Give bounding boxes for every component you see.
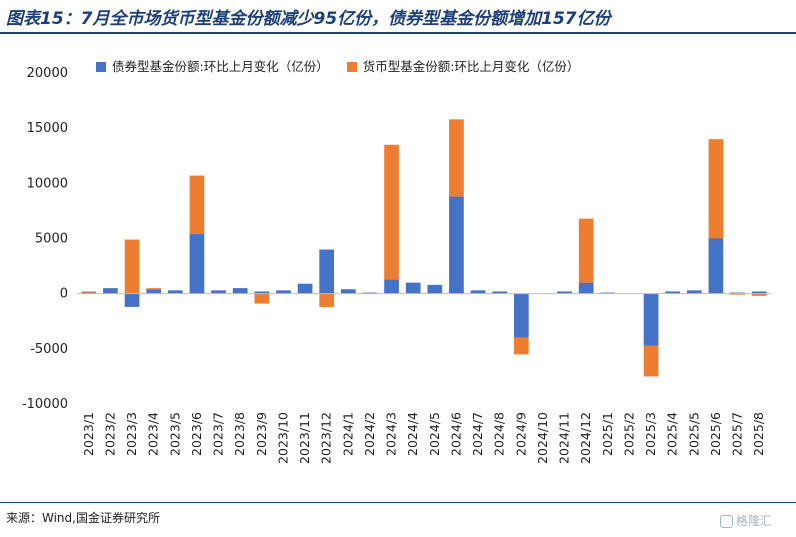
bar-money-2023-6 xyxy=(189,175,205,235)
bar-money-2024-9 xyxy=(513,337,529,355)
bar-money-2023-12 xyxy=(319,293,335,307)
x-tick-label: 2023/6 xyxy=(189,412,204,456)
x-tick-label: 2023/5 xyxy=(167,412,182,456)
x-tick-label: 2024/10 xyxy=(535,412,550,464)
bar-bond-2024-12 xyxy=(578,282,594,294)
x-tick-label: 2024/2 xyxy=(362,412,377,456)
bar-bond-2023-10 xyxy=(276,290,291,294)
bar-bond-2023-3 xyxy=(124,293,140,307)
x-tick-label: 2023/9 xyxy=(254,412,269,456)
x-tick-label: 2024/8 xyxy=(492,412,507,456)
x-tick-label: 2023/7 xyxy=(211,412,226,456)
x-tick-label: 2024/6 xyxy=(448,412,463,456)
bar-money-2023-3 xyxy=(124,239,140,294)
bar-bond-2023-8 xyxy=(232,288,248,294)
bar-money-2023-4 xyxy=(146,288,162,290)
bar-money-2025-6 xyxy=(708,139,724,239)
y-tick-label: 20000 xyxy=(27,66,68,81)
bar-money-2024-3 xyxy=(384,144,399,280)
bar-money-2023-9 xyxy=(254,293,270,304)
bar-money-2025-8 xyxy=(751,293,767,296)
y-tick-label: 5000 xyxy=(35,232,68,247)
bar-bond-2024-7 xyxy=(470,290,486,294)
bar-bond-2023-6 xyxy=(189,234,205,294)
legend-swatch-money xyxy=(346,62,357,72)
bar-bond-2024-11 xyxy=(557,291,572,294)
legend-swatch-bond xyxy=(96,62,106,72)
y-tick-label: 0 xyxy=(60,287,68,302)
bar-bond-2023-2 xyxy=(103,288,118,294)
x-tick-label: 2023/12 xyxy=(319,412,334,464)
x-tick-label: 2023/11 xyxy=(297,412,312,464)
bar-bond-2024-2 xyxy=(362,292,378,294)
bar-bond-2023-12 xyxy=(319,249,335,294)
bar-bond-2024-5 xyxy=(427,284,443,294)
bar-money-2025-7 xyxy=(730,293,745,295)
bar-bond-2025-5 xyxy=(686,290,702,294)
bar-money-2023-1 xyxy=(81,291,97,293)
x-tick-label: 2024/5 xyxy=(427,412,442,456)
bar-money-2025-3 xyxy=(643,345,659,377)
x-tick-label: 2025/6 xyxy=(708,412,723,456)
watermark: 格隆汇 xyxy=(720,512,772,529)
x-tick-label: 2024/1 xyxy=(340,412,355,456)
bar-bond-2025-1 xyxy=(600,292,616,294)
x-tick-label: 2025/8 xyxy=(751,412,766,456)
x-tick-label: 2023/3 xyxy=(124,412,139,456)
bar-bond-2025-7 xyxy=(730,292,745,294)
x-tick-label: 2024/4 xyxy=(405,412,420,456)
bar-money-2024-6 xyxy=(449,119,464,197)
x-tick-label: 2025/7 xyxy=(730,412,745,456)
legend-item-bond: 债券型基金份额:环比上月变化（亿份） xyxy=(96,56,329,75)
legend-item-money: 货币型基金份额:环比上月变化（亿份） xyxy=(346,56,580,75)
x-tick-label: 2024/12 xyxy=(578,412,593,464)
x-tick-label: 2024/7 xyxy=(470,412,485,456)
y-tick-label: -5000 xyxy=(30,342,68,357)
x-tick-label: 2025/4 xyxy=(665,412,680,456)
bar-bond-2023-4 xyxy=(146,289,162,294)
footer-divider xyxy=(0,502,796,503)
bar-money-2024-12 xyxy=(578,218,594,283)
x-tick-label: 2025/3 xyxy=(643,412,658,456)
x-tick-label: 2025/1 xyxy=(600,412,615,456)
x-tick-label: 2023/4 xyxy=(146,412,161,456)
title-divider xyxy=(0,32,796,34)
chart-title: 图表15：7月全市场货币型基金份额减少95亿份，债券型基金份额增加157亿份 xyxy=(6,9,611,29)
bar-bond-2024-3 xyxy=(384,279,399,294)
watermark-text: 格隆汇 xyxy=(736,514,773,528)
x-tick-label: 2023/8 xyxy=(232,412,247,456)
chart-legend: 债券型基金份额:环比上月变化（亿份） 货币型基金份额:环比上月变化（亿份） xyxy=(96,56,593,75)
bar-bond-2024-8 xyxy=(492,291,508,294)
bar-chart: -10000 -5000 0 5000 10000 15000 20000 2023/1 202… xyxy=(22,66,770,464)
bar-bond-2024-1 xyxy=(340,289,356,294)
bar-bond-2025-6 xyxy=(708,238,724,294)
y-tick-label: 10000 xyxy=(27,176,68,191)
bar-bond-2025-3 xyxy=(643,293,659,346)
bar-bond-2024-4 xyxy=(405,282,421,294)
watermark-logo-icon xyxy=(720,515,733,528)
bar-bond-2025-4 xyxy=(665,291,681,294)
y-tick-label: 15000 xyxy=(27,121,68,136)
bar-bond-2023-9 xyxy=(254,291,270,294)
bar-bond-2023-11 xyxy=(297,283,313,294)
x-tick-label: 2024/11 xyxy=(557,412,572,464)
y-tick-label: -10000 xyxy=(22,397,68,412)
bar-bond-2023-7 xyxy=(211,290,226,294)
x-tick-label: 2023/10 xyxy=(275,412,290,464)
x-tick-label: 2023/1 xyxy=(81,412,96,456)
legend-label-money: 货币型基金份额:环比上月变化（亿份） xyxy=(362,59,580,74)
bar-bond-2023-1 xyxy=(81,292,97,294)
bar-bond-2024-9 xyxy=(513,293,529,338)
x-tick-label: 2024/3 xyxy=(384,412,399,456)
x-tick-label: 2025/2 xyxy=(621,412,636,456)
bar-bond-2023-5 xyxy=(167,290,183,294)
bar-bond-2025-8 xyxy=(751,291,767,294)
legend-label-bond: 债券型基金份额:环比上月变化（亿份） xyxy=(112,59,329,74)
x-tick-label: 2025/5 xyxy=(686,412,701,456)
x-tick-label: 2024/9 xyxy=(513,412,528,456)
source-note: 来源：Wind,国金证券研究所 xyxy=(6,511,160,525)
bar-bond-2024-6 xyxy=(449,196,464,294)
x-tick-label: 2023/2 xyxy=(102,412,117,456)
